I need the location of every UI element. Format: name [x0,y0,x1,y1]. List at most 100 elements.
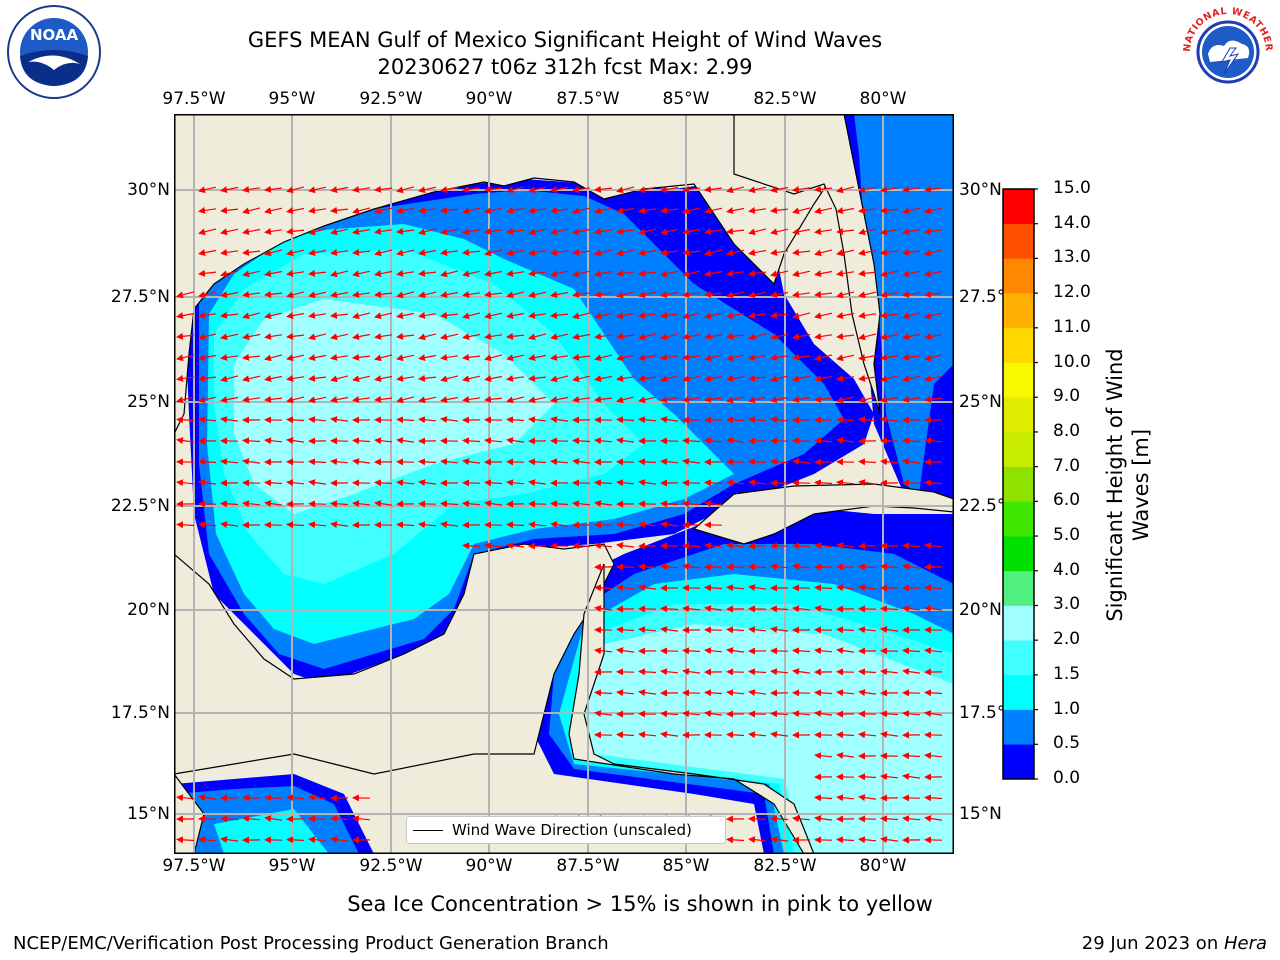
wave-direction-arrow [264,794,283,802]
wave-direction-arrow [550,186,569,194]
wave-direction-arrow [176,836,195,844]
wave-direction-arrow [572,228,591,236]
wave-direction-arrow [352,353,371,361]
wave-direction-arrow [352,312,371,320]
colorbar-band [1003,570,1034,606]
wave-direction-arrow [462,270,481,278]
wave-direction-arrow [660,416,679,424]
wave-direction-arrow [924,354,943,362]
wave-direction-arrow [594,689,613,697]
wave-direction-arrow [506,416,525,424]
colorbar-tick-label: 0.5 [1053,733,1081,754]
wave-direction-arrow [286,521,305,529]
wave-direction-arrow [836,626,855,634]
wave-direction-arrow [704,647,723,655]
wave-direction-arrow [858,333,877,341]
wave-direction-arrow [858,479,877,487]
wave-direction-arrow [902,333,921,341]
colorbar-band [1003,293,1034,329]
wave-direction-arrow [704,332,723,340]
wave-direction-arrow [462,248,481,256]
colorbar-band [1003,258,1034,294]
wave-direction-arrow [880,311,899,319]
wave-direction-arrow [462,207,481,215]
wave-direction-arrow [506,269,525,277]
wave-direction-arrow [814,354,833,362]
wave-direction-arrow [858,458,877,466]
legend-line-swatch [413,829,443,831]
wave-direction-arrow [330,521,349,529]
wave-direction-arrow [242,248,261,256]
wave-direction-arrow [638,458,657,466]
wave-direction-arrow [396,249,415,257]
wave-direction-arrow [880,815,899,823]
wave-direction-arrow [176,354,195,362]
wave-direction-arrow [462,395,481,403]
wave-direction-arrow [638,269,657,277]
wave-direction-arrow [528,333,547,341]
wave-direction-arrow [682,668,701,676]
lon-label-bottom: 95°W [268,856,316,876]
lon-label-bottom: 97.5°W [162,856,226,876]
wave-direction-arrow [396,186,415,194]
wave-direction-arrow [770,416,789,424]
wave-direction-arrow [770,815,789,823]
wave-direction-arrow [902,710,921,718]
wave-direction-arrow [814,647,833,655]
wave-direction-arrow [352,815,371,823]
lat-label-right: 25°N [959,392,1002,412]
wave-direction-arrow [858,689,877,697]
wave-direction-arrow [418,396,437,404]
wave-direction-arrow [462,312,481,320]
wave-direction-arrow [682,563,701,571]
wave-direction-arrow [748,416,767,424]
wave-direction-arrow [704,584,723,592]
wave-direction-arrow [550,311,569,319]
wave-direction-arrow [198,479,217,487]
wave-direction-arrow [660,500,679,508]
wave-direction-arrow [814,689,833,697]
wave-direction-arrow [748,249,767,257]
wave-direction-arrow [374,312,393,320]
wave-direction-arrow [242,375,261,383]
wave-direction-arrow [682,353,701,361]
wave-direction-arrow [264,500,283,508]
wave-direction-arrow [660,731,679,739]
wave-direction-arrow [242,185,261,193]
wave-direction-arrow [264,290,283,298]
wave-direction-arrow [506,354,525,362]
wave-direction-arrow [836,312,855,320]
wave-direction-arrow [352,500,371,508]
wave-direction-arrow [770,731,789,739]
wave-direction-arrow [572,353,591,361]
wave-direction-arrow [572,290,591,298]
wave-direction-arrow [484,500,503,508]
wave-direction-arrow [462,437,481,445]
colorbar-tick-label: 7.0 [1053,455,1081,476]
wave-direction-arrow [462,185,481,193]
wave-direction-arrow [220,521,239,529]
wave-direction-arrow [836,479,855,487]
wave-direction-arrow [396,416,415,424]
wave-direction-arrow [770,291,789,299]
wave-direction-arrow [616,332,635,340]
wave-direction-arrow [924,227,943,235]
wave-direction-arrow [572,185,591,193]
wave-direction-arrow [352,395,371,403]
wave-direction-arrow [594,542,613,550]
wave-direction-arrow [924,752,943,760]
wave-direction-arrow [242,815,261,823]
wave-direction-arrow [858,354,877,362]
wave-direction-arrow [858,269,877,277]
wave-direction-arrow [198,311,217,319]
wave-direction-arrow [528,458,547,466]
colorbar-band [1003,674,1034,710]
wave-direction-arrow [924,584,943,592]
lat-label-left: 27.5°N [110,287,170,307]
wave-direction-arrow [462,353,481,361]
wave-direction-arrow [770,270,789,278]
wave-direction-arrow [308,479,327,487]
wave-direction-arrow [572,270,591,278]
wave-direction-arrow [330,248,349,256]
wave-direction-arrow [550,416,569,424]
